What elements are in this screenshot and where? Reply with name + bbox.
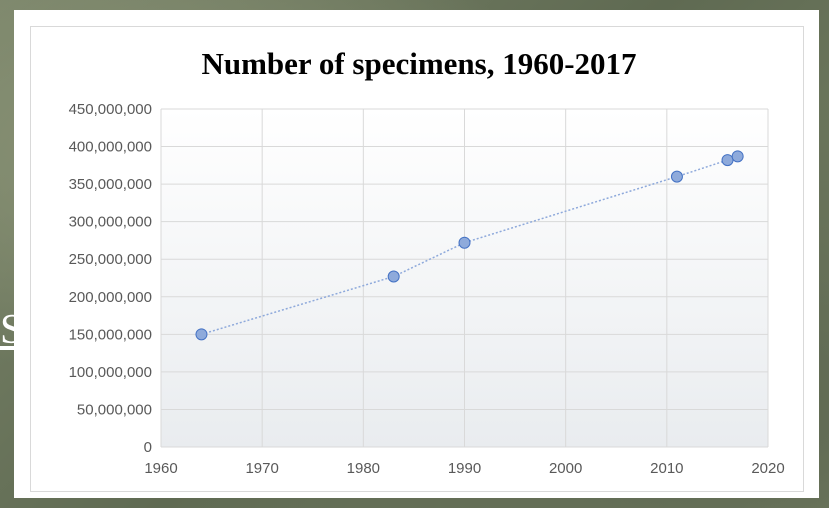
y-tick-label: 0: [144, 439, 152, 456]
data-point: [731, 150, 744, 163]
y-tick-label: 300,000,000: [69, 214, 152, 231]
x-tick-label: 2000: [549, 460, 582, 477]
y-tick-label: 200,000,000: [69, 289, 152, 306]
y-tick-label: 350,000,000: [69, 176, 152, 193]
series-layer: [195, 150, 744, 341]
data-point: [458, 236, 471, 249]
data-point: [195, 328, 208, 341]
background-letter: S: [0, 307, 16, 353]
y-tick-label: 250,000,000: [69, 251, 152, 268]
x-tick-label: 1970: [245, 460, 278, 477]
x-tick-label: 1990: [448, 460, 481, 477]
y-tick-label: 400,000,000: [69, 139, 152, 156]
chart-title: Number of specimens, 1960-2017: [201, 46, 636, 81]
data-point: [387, 270, 400, 283]
data-point: [670, 170, 683, 183]
x-tick-label: 1980: [347, 460, 380, 477]
y-tick-label: 450,000,000: [69, 101, 152, 118]
chart-card: Number of specimens, 1960-2017 0 50,000,0…: [14, 10, 819, 498]
y-tick-label: 100,000,000: [69, 364, 152, 381]
y-tick-label: 150,000,000: [69, 326, 152, 343]
x-tick-label: 2020: [751, 460, 784, 477]
chart-svg: Number of specimens, 1960-2017 0 50,000,0…: [69, 46, 785, 477]
y-tick-label: 50,000,000: [77, 401, 152, 418]
x-tick-label: 1960: [144, 460, 177, 477]
gridlines: [160, 108, 769, 448]
data-point: [721, 154, 734, 167]
x-tick-label: 2010: [650, 460, 683, 477]
axis-tick-labels: 0 50,000,000 100,000,000 150,000,000 200,000…: [69, 101, 785, 477]
